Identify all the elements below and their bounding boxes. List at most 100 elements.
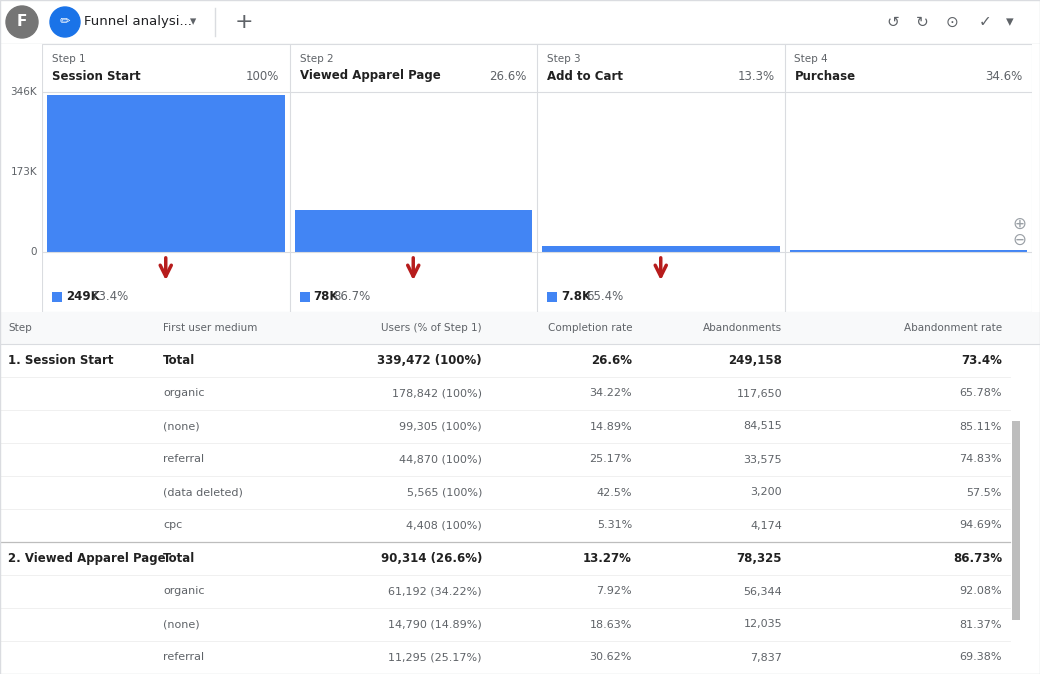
Text: 25.17%: 25.17% <box>590 454 632 464</box>
Text: referral: referral <box>163 454 204 464</box>
FancyBboxPatch shape <box>52 292 62 302</box>
Text: Add to Cart: Add to Cart <box>547 69 623 82</box>
Text: Step 1: Step 1 <box>52 54 85 64</box>
Text: 73.4%: 73.4% <box>961 354 1002 367</box>
Text: ⊙: ⊙ <box>945 15 959 30</box>
Text: ✓: ✓ <box>979 15 991 30</box>
Text: 13.3%: 13.3% <box>737 69 775 82</box>
Text: 99,305 (100%): 99,305 (100%) <box>399 421 482 431</box>
Text: Abandonment rate: Abandonment rate <box>904 323 1002 333</box>
Text: 61,192 (34.22%): 61,192 (34.22%) <box>388 586 482 596</box>
Text: 4,174: 4,174 <box>750 520 782 530</box>
Text: Viewed Apparel Page: Viewed Apparel Page <box>300 69 440 82</box>
Text: organic: organic <box>163 388 205 398</box>
Text: 73.4%: 73.4% <box>92 290 128 303</box>
Text: 85.11%: 85.11% <box>960 421 1002 431</box>
Text: (none): (none) <box>163 421 200 431</box>
FancyBboxPatch shape <box>1012 421 1020 619</box>
Text: 42.5%: 42.5% <box>597 487 632 497</box>
FancyBboxPatch shape <box>294 210 532 252</box>
Text: 78,325: 78,325 <box>736 552 782 565</box>
Text: 74.83%: 74.83% <box>959 454 1002 464</box>
Text: 0: 0 <box>30 247 37 257</box>
Text: 2. Viewed Apparel Page: 2. Viewed Apparel Page <box>8 552 165 565</box>
Text: 26.6%: 26.6% <box>591 354 632 367</box>
Text: 90,314 (26.6%): 90,314 (26.6%) <box>381 552 482 565</box>
Text: ↻: ↻ <box>915 15 929 30</box>
Text: 94.69%: 94.69% <box>959 520 1002 530</box>
Text: Users (% of Step 1): Users (% of Step 1) <box>382 323 482 333</box>
Text: 3,200: 3,200 <box>751 487 782 497</box>
Text: 86.73%: 86.73% <box>953 552 1002 565</box>
Text: 30.62%: 30.62% <box>590 652 632 663</box>
Text: 56,344: 56,344 <box>744 586 782 596</box>
Text: 14.89%: 14.89% <box>590 421 632 431</box>
Text: 13.27%: 13.27% <box>583 552 632 565</box>
Text: Session Start: Session Start <box>52 69 140 82</box>
Text: 18.63%: 18.63% <box>590 619 632 630</box>
Text: 69.38%: 69.38% <box>960 652 1002 663</box>
Text: 11,295 (25.17%): 11,295 (25.17%) <box>389 652 482 663</box>
Text: 12,035: 12,035 <box>744 619 782 630</box>
Text: ⊕: ⊕ <box>1012 215 1026 233</box>
Text: 65.78%: 65.78% <box>960 388 1002 398</box>
Text: Total: Total <box>163 552 196 565</box>
Text: 117,650: 117,650 <box>736 388 782 398</box>
Text: Step 2: Step 2 <box>300 54 333 64</box>
Text: organic: organic <box>163 586 205 596</box>
Text: 7.92%: 7.92% <box>596 586 632 596</box>
Text: Completion rate: Completion rate <box>547 323 632 333</box>
Text: 92.08%: 92.08% <box>959 586 1002 596</box>
Text: 57.5%: 57.5% <box>966 487 1002 497</box>
FancyBboxPatch shape <box>300 292 310 302</box>
FancyBboxPatch shape <box>547 292 557 302</box>
Text: 178,842 (100%): 178,842 (100%) <box>392 388 482 398</box>
Text: Abandonments: Abandonments <box>703 323 782 333</box>
Text: 249,158: 249,158 <box>728 354 782 367</box>
FancyBboxPatch shape <box>0 312 1040 344</box>
Text: 1. Session Start: 1. Session Start <box>8 354 113 367</box>
Text: 26.6%: 26.6% <box>490 69 527 82</box>
Text: Step 3: Step 3 <box>547 54 580 64</box>
FancyBboxPatch shape <box>542 247 780 252</box>
Text: 100%: 100% <box>246 69 280 82</box>
Text: Purchase: Purchase <box>795 69 856 82</box>
Text: 86.7%: 86.7% <box>333 290 370 303</box>
Text: ▾: ▾ <box>1006 15 1014 30</box>
Text: 5,565 (100%): 5,565 (100%) <box>407 487 482 497</box>
Text: 14,790 (14.89%): 14,790 (14.89%) <box>388 619 482 630</box>
Text: 339,472 (100%): 339,472 (100%) <box>378 354 482 367</box>
Text: referral: referral <box>163 652 204 663</box>
Text: ✏: ✏ <box>59 16 71 28</box>
Text: 33,575: 33,575 <box>744 454 782 464</box>
Text: 7,837: 7,837 <box>750 652 782 663</box>
Text: 44,870 (100%): 44,870 (100%) <box>399 454 482 464</box>
Text: 249K: 249K <box>66 290 100 303</box>
Text: Total: Total <box>163 354 196 367</box>
Text: 173K: 173K <box>10 167 37 177</box>
Text: 4,408 (100%): 4,408 (100%) <box>407 520 482 530</box>
Text: (none): (none) <box>163 619 200 630</box>
Text: (data deleted): (data deleted) <box>163 487 243 497</box>
FancyBboxPatch shape <box>789 250 1028 252</box>
Text: 34.22%: 34.22% <box>590 388 632 398</box>
Text: Step 4: Step 4 <box>795 54 828 64</box>
Text: 346K: 346K <box>10 87 37 97</box>
Text: ⊖: ⊖ <box>1012 231 1026 249</box>
Circle shape <box>6 6 38 38</box>
Text: 5.31%: 5.31% <box>597 520 632 530</box>
Text: ▾: ▾ <box>190 16 197 28</box>
Text: First user medium: First user medium <box>163 323 257 333</box>
Circle shape <box>50 7 80 37</box>
Text: Step: Step <box>8 323 32 333</box>
Text: 34.6%: 34.6% <box>985 69 1022 82</box>
Text: +: + <box>235 12 254 32</box>
Text: 84,515: 84,515 <box>744 421 782 431</box>
Text: 78K: 78K <box>313 290 339 303</box>
Text: 7.8K: 7.8K <box>561 290 591 303</box>
Text: cpc: cpc <box>163 520 182 530</box>
Text: Funnel analysi...: Funnel analysi... <box>84 16 191 28</box>
FancyBboxPatch shape <box>47 95 285 252</box>
Text: ↺: ↺ <box>887 15 900 30</box>
Text: F: F <box>17 15 27 30</box>
